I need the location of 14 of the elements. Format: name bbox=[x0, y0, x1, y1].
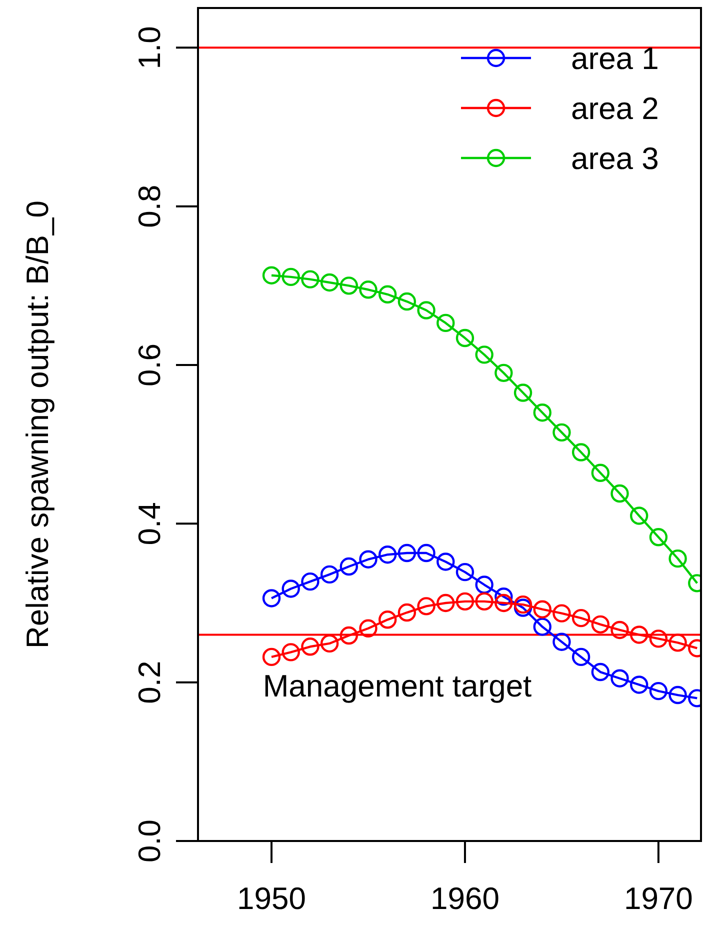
y-tick-label: 0.0 bbox=[132, 819, 167, 863]
x-tick-label: 1960 bbox=[430, 881, 500, 916]
x-tick-label: 1950 bbox=[237, 881, 306, 916]
legend-label: area 1 bbox=[571, 41, 659, 76]
y-tick-label: 0.8 bbox=[132, 184, 167, 228]
legend-label: area 2 bbox=[571, 91, 659, 126]
y-axis-title: Relative spawning output: B/B_0 bbox=[20, 200, 55, 649]
legend-label: area 3 bbox=[571, 141, 659, 176]
y-tick-label: 1.0 bbox=[132, 26, 167, 70]
y-tick-label: 0.6 bbox=[132, 343, 167, 387]
y-tick-label: 0.2 bbox=[132, 660, 167, 704]
y-tick-label: 0.4 bbox=[132, 502, 167, 546]
ref-line-label: Management target bbox=[262, 668, 532, 704]
x-tick-label: 1970 bbox=[624, 881, 693, 916]
